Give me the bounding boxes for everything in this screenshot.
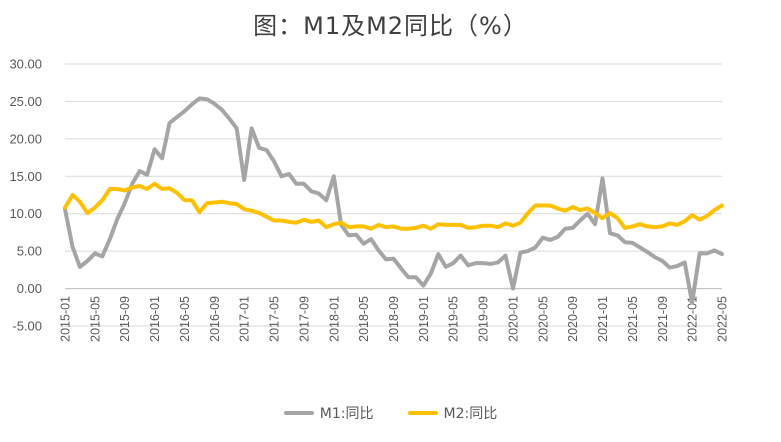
x-tick-label: 2017-09: [297, 296, 311, 342]
legend-swatch-m1: [283, 411, 314, 415]
x-tick-label: 2020-05: [536, 296, 550, 342]
x-tick-label: 2021-01: [596, 296, 610, 342]
legend: M1:同比 M2:同比: [0, 403, 781, 423]
y-tick-label: 25.00: [9, 94, 42, 109]
x-tick-label: 2017-05: [268, 296, 282, 342]
x-tick-label: 2018-09: [387, 296, 401, 342]
legend-item-m2[interactable]: M2:同比: [407, 403, 498, 423]
y-tick-label: 30.00: [9, 57, 42, 72]
x-tick-label: 2015-01: [59, 296, 73, 342]
x-tick-label: 2015-09: [118, 296, 132, 342]
x-tick-label: 2019-09: [477, 296, 491, 342]
y-tick-label: 15.00: [9, 169, 42, 184]
legend-swatch-m2: [407, 411, 438, 415]
y-tick-label: 10.00: [9, 206, 42, 221]
x-tick-label: 2018-01: [327, 296, 341, 342]
x-tick-label: 2018-05: [357, 296, 371, 342]
x-tick-label: 2022-01: [686, 296, 700, 342]
x-axis: 2015-01 2015-05 2015-09 2016-01 2016-05 2016-…: [59, 288, 730, 342]
x-tick-label: 2021-09: [656, 296, 670, 342]
series-line-m2: [63, 181, 724, 231]
y-axis: 30.00 25.00 20.00 15.00 10.00 5.00 0.00 -5.00: [9, 57, 42, 334]
y-tick-label: 5.00: [17, 244, 42, 259]
legend-label-m2: M2:同比: [443, 406, 498, 422]
x-tick-label: 2019-01: [417, 296, 431, 342]
chart-title: 图：M1及M2同比（%）: [253, 12, 528, 40]
legend-label-m1: M1:同比: [319, 406, 374, 422]
x-tick-label: 2016-01: [148, 296, 162, 342]
x-tick-label: 2019-05: [447, 296, 461, 342]
series-lines: [63, 96, 724, 305]
x-tick-label: 2015-05: [88, 296, 102, 342]
x-tick-label: 2020-01: [506, 296, 520, 342]
y-tick-label: 20.00: [9, 131, 42, 146]
x-tick-label: 2021-05: [626, 296, 640, 342]
x-tick-label: 2017-01: [238, 296, 252, 342]
y-tick-label: -5.00: [12, 319, 42, 334]
y-tick-label: 0.00: [17, 281, 42, 296]
x-tick-label: 2016-09: [208, 296, 222, 342]
grid-lines: [65, 63, 722, 327]
x-tick-label: 2020-09: [566, 296, 580, 342]
x-tick-label: 2016-05: [178, 296, 192, 342]
x-tick-label: 2022-05: [716, 296, 730, 342]
legend-item-m1[interactable]: M1:同比: [283, 403, 374, 423]
series-line-m1: [63, 96, 724, 305]
